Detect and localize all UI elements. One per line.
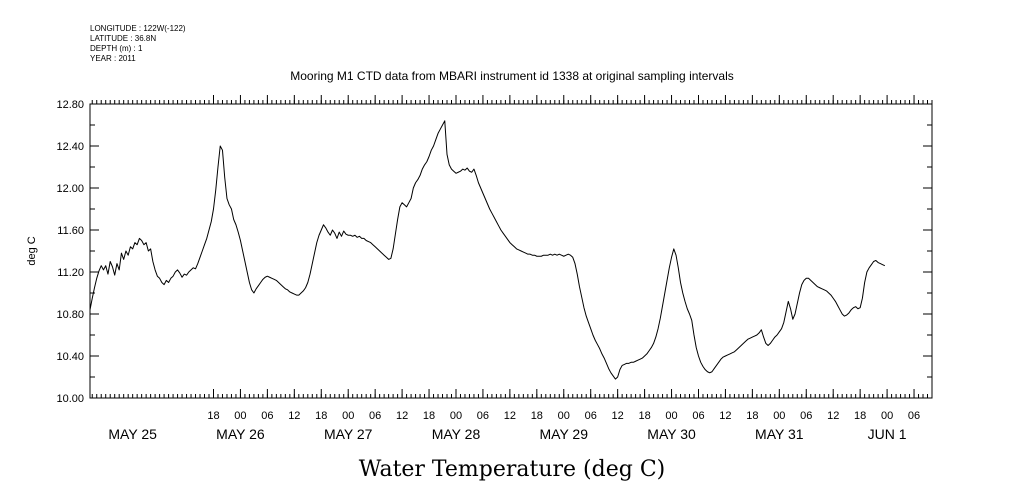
y-axis-label: deg C [26,236,38,265]
x-hour-label: 00 [558,410,570,422]
meta-longitude: LONGITUDE : 122W(-122) [90,24,186,33]
y-tick-label: 12.80 [56,99,84,111]
meta-year: YEAR : 2011 [90,54,136,63]
x-hour-label: 18 [854,410,866,422]
header-meta: LONGITUDE : 122W(-122) LATITUDE : 36.8N … [90,24,186,63]
series-line-0 [89,120,886,380]
x-hour-label: 12 [288,410,300,422]
x-axis: 18 00 06 12 18 00 06 12 18 00 06 12 18 00 06 12 18 00 06 12… [91,95,933,442]
x-day-label: MAY 30 [647,426,696,442]
x-hour-label: 18 [315,410,327,422]
x-hour-label: 00 [450,410,462,422]
x-hour-label: 00 [665,410,677,422]
chart-title: Mooring M1 CTD data from MBARI instrumen… [290,69,734,83]
meta-depth: DEPTH (m) : 1 [90,44,143,53]
series-layer [89,120,886,380]
meta-latitude: LATITUDE : 36.8N [90,34,156,43]
x-day-label: MAY 27 [324,426,373,442]
x-day-label: MAY 28 [432,426,481,442]
x-hour-label: 06 [261,410,273,422]
x-hour-label: 00 [234,410,246,422]
x-hour-label: 12 [396,410,408,422]
x-hour-label: 18 [423,410,435,422]
x-hour-label: 12 [719,410,731,422]
x-hour-label: 18 [207,410,219,422]
y-tick-label: 11.20 [57,267,84,279]
plot-frame [89,103,933,399]
x-day-label: MAY 31 [755,426,804,442]
x-hour-label: 06 [477,410,489,422]
x-hour-label: 06 [585,410,597,422]
x-hour-label: 12 [827,410,839,422]
x-hour-label: 00 [881,410,893,422]
y-tick-label: 11.60 [57,225,84,237]
y-tick-label: 10.00 [56,393,84,405]
x-hour-label: 00 [342,410,354,422]
x-day-label: MAY 25 [108,426,157,442]
x-hour-label: 06 [800,410,812,422]
y-tick-label: 12.40 [56,141,84,153]
x-hour-label: 06 [908,410,920,422]
x-axis-label: Water Temperature (deg C) [359,457,666,482]
y-tick-label: 10.40 [56,351,84,363]
x-hour-label: 06 [692,410,704,422]
y-axis: 10.00 10.40 10.80 11.20 11.60 12.00 12.40 12.80 [56,99,932,405]
x-day-label: MAY 29 [540,426,589,442]
y-tick-label: 10.80 [56,309,84,321]
x-hour-label: 18 [531,410,543,422]
x-hour-label: 12 [612,410,624,422]
x-hour-label: 00 [773,410,785,422]
x-hour-label: 06 [369,410,381,422]
y-tick-label: 12.00 [56,183,84,195]
x-day-label: JUN 1 [868,426,907,442]
x-hour-label: 18 [746,410,758,422]
x-hour-label: 12 [504,410,516,422]
x-hour-label: 18 [638,410,650,422]
x-day-label: MAY 26 [216,426,265,442]
